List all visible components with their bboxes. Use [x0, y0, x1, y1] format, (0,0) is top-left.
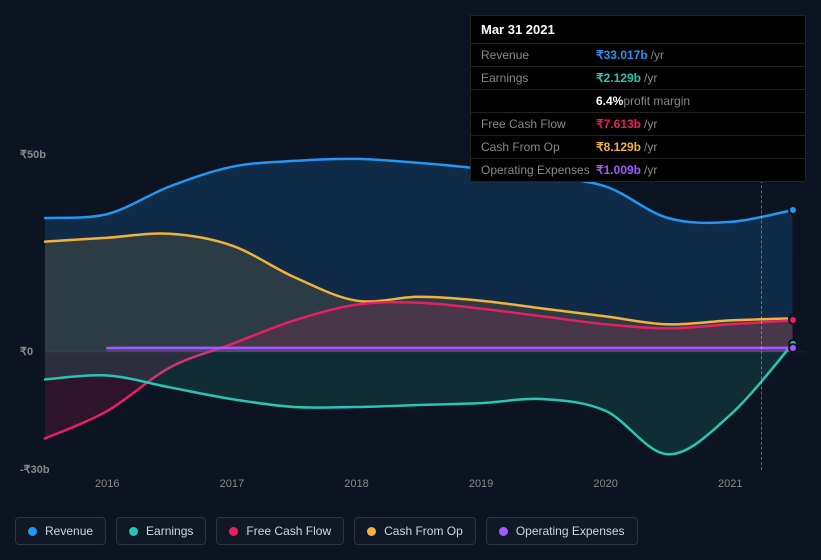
hover-vertical-line — [761, 155, 762, 470]
tooltip-row-label: Cash From Op — [481, 140, 596, 154]
legend-dot-icon — [28, 527, 37, 536]
tooltip-row-opex: Operating Expenses₹1.009b /yr — [471, 158, 805, 181]
tooltip-row-label: Revenue — [481, 48, 596, 62]
legend-dot-icon — [499, 527, 508, 536]
tooltip-row-label: Earnings — [481, 71, 596, 85]
tooltip-row-suffix: /yr — [644, 71, 657, 85]
tooltip-row-fcf: Free Cash Flow₹7.613b /yr — [471, 112, 805, 135]
tooltip-date: Mar 31 2021 — [471, 16, 805, 43]
legend-dot-icon — [229, 527, 238, 536]
tooltip-row-suffix: /yr — [644, 163, 657, 177]
tooltip-row-suffix: /yr — [644, 117, 657, 131]
tooltip-row-value: ₹7.613b — [596, 117, 641, 131]
tooltip-row-cfo: Cash From Op₹8.129b /yr — [471, 135, 805, 158]
hover-tooltip: Mar 31 2021 Revenue₹33.017b /yrEarnings₹… — [470, 15, 806, 182]
x-axis-label: 2019 — [469, 478, 493, 490]
x-axis-label: 2021 — [718, 478, 742, 490]
x-axis-labels: 2016 2017 2018 2019 2020 2021 — [15, 478, 805, 496]
x-axis-label: 2016 — [95, 478, 119, 490]
legend-dot-icon — [129, 527, 138, 536]
legend-item-cfo[interactable]: Cash From Op — [354, 517, 476, 545]
tooltip-row-value: ₹2.129b — [596, 71, 641, 85]
series-end-marker-free_cash_flow — [788, 315, 798, 325]
legend-item-revenue[interactable]: Revenue — [15, 517, 106, 545]
legend-item-opex[interactable]: Operating Expenses — [486, 517, 638, 545]
chart-container: Mar 31 2021 Revenue₹33.017b /yrEarnings₹… — [0, 0, 821, 560]
tooltip-row-value: 6.4% — [596, 94, 623, 108]
legend-item-earnings[interactable]: Earnings — [116, 517, 206, 545]
legend-label: Operating Expenses — [516, 524, 625, 538]
legend-label: Revenue — [45, 524, 93, 538]
tooltip-row-margin: 6.4% profit margin — [471, 89, 805, 112]
x-axis-label: 2018 — [344, 478, 368, 490]
legend-dot-icon — [367, 527, 376, 536]
tooltip-row-suffix: /yr — [644, 140, 657, 154]
tooltip-row-label — [481, 94, 596, 108]
series-end-marker-revenue — [788, 205, 798, 215]
tooltip-row-earnings: Earnings₹2.129b /yr — [471, 66, 805, 89]
x-axis-label: 2017 — [220, 478, 244, 490]
tooltip-row-label: Operating Expenses — [481, 163, 596, 177]
tooltip-row-suffix: /yr — [651, 48, 664, 62]
chart-svg — [15, 155, 805, 470]
chart-plot-area[interactable] — [15, 155, 805, 470]
series-end-marker-opex — [788, 343, 798, 353]
tooltip-row-value: ₹33.017b — [596, 48, 648, 62]
tooltip-row-revenue: Revenue₹33.017b /yr — [471, 43, 805, 66]
x-axis-label: 2020 — [593, 478, 617, 490]
tooltip-row-suffix: profit margin — [623, 94, 690, 108]
legend-label: Cash From Op — [384, 524, 463, 538]
legend-label: Free Cash Flow — [246, 524, 331, 538]
tooltip-row-label: Free Cash Flow — [481, 117, 596, 131]
legend: Revenue Earnings Free Cash Flow Cash From O… — [15, 517, 638, 545]
tooltip-row-value: ₹8.129b — [596, 140, 641, 154]
legend-label: Earnings — [146, 524, 193, 538]
tooltip-row-value: ₹1.009b — [596, 163, 641, 177]
legend-item-fcf[interactable]: Free Cash Flow — [216, 517, 344, 545]
series-area-earnings — [45, 344, 793, 454]
